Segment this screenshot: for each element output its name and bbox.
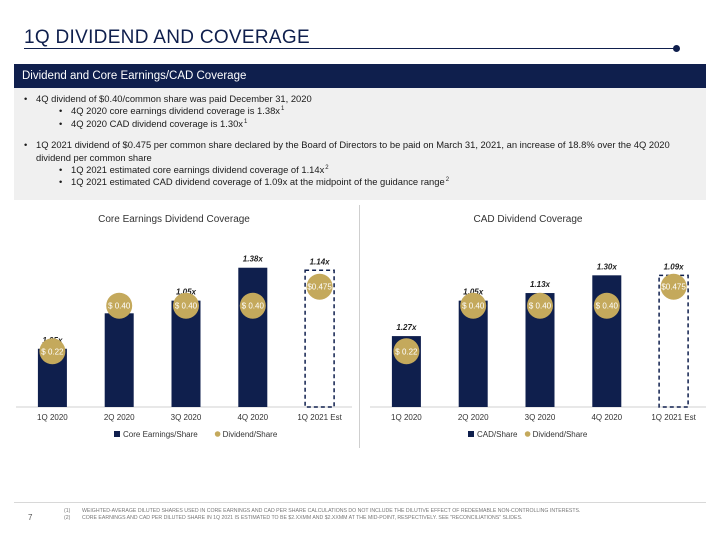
coverage-label: 1.38x <box>243 255 264 264</box>
bullet-text: 4Q dividend of $0.40/common share was pa… <box>36 93 312 104</box>
legend-swatch-bar <box>114 431 120 437</box>
bar-estimate <box>304 269 335 408</box>
dividend-label: $ 0.40 <box>175 302 198 311</box>
coverage-label: 1.13x <box>530 280 551 289</box>
sub-bullet-item: 1Q 2021 estimated CAD dividend coverage … <box>24 176 698 189</box>
dividend-label: $ 0.40 <box>529 302 552 311</box>
chart-title: CAD Dividend Coverage <box>474 214 583 225</box>
cad-coverage-chart: CAD Dividend Coverage 1.27x $ 0.22 1Q 2020 1… <box>370 214 706 439</box>
dividend-label: $ 0.40 <box>242 302 265 311</box>
dividend-label: $0.475 <box>307 283 332 292</box>
sub-bullet-item: 4Q 2020 core earnings dividend coverage … <box>24 105 698 118</box>
x-tick-label: 1Q 2021 Est <box>297 413 342 422</box>
legend-label: CAD/Share <box>477 430 518 439</box>
footnotes: (1) WEIGHTED-AVERAGE DILUTED SHARES USED … <box>64 508 580 522</box>
x-tick-label: 1Q 2020 <box>391 413 422 422</box>
dividend-marker <box>239 292 266 319</box>
coverage-label: 1.09x <box>664 262 685 271</box>
dividend-label: $ 0.22 <box>41 347 64 356</box>
footnote: (2) CORE EARNINGS AND CAD PER DILUTED SHA… <box>64 515 580 522</box>
footnote-ref: 1 <box>243 118 248 125</box>
dividend-label: $ 0.40 <box>596 302 619 311</box>
x-tick-label: 1Q 2021 Est <box>651 413 696 422</box>
coverage-label: 1.05x <box>176 288 197 297</box>
dividend-marker <box>460 292 487 319</box>
coverage-label: 1.27x <box>396 323 417 332</box>
legend-label: Dividend/Share <box>223 430 278 439</box>
title-rule-dot <box>673 45 680 52</box>
dividend-marker <box>660 273 687 300</box>
footnote: (1) WEIGHTED-AVERAGE DILUTED SHARES USED … <box>64 508 580 515</box>
legend-swatch-dot <box>524 431 531 437</box>
chart-title: Core Earnings Dividend Coverage <box>98 214 250 225</box>
coverage-label: 1.14x <box>310 257 331 266</box>
dividend-marker <box>39 338 66 365</box>
bullet-text: 4Q 2020 core earnings dividend coverage … <box>71 105 280 117</box>
x-tick-label: 2Q 2020 <box>458 413 489 422</box>
footnote-text: WEIGHTED-AVERAGE DILUTED SHARES USED IN … <box>82 508 581 514</box>
bullet-text: 1Q 2021 dividend of $0.475 per common sh… <box>36 139 670 163</box>
dividend-marker <box>306 273 333 300</box>
footnote-ref: 2 <box>445 177 450 184</box>
legend-swatch-bar <box>468 431 474 437</box>
dividend-label: $ 0.22 <box>395 347 418 356</box>
x-tick-label: 1Q 2020 <box>37 413 68 422</box>
page-number: 7 <box>28 513 33 522</box>
page-title: 1Q DIVIDEND AND COVERAGE <box>24 27 310 48</box>
footer-rule <box>14 502 706 503</box>
footnote-text: CORE EARNINGS AND CAD PER DILUTED SHARE … <box>82 515 523 521</box>
bullet-panel: 4Q dividend of $0.40/common share was pa… <box>14 88 706 200</box>
x-tick-label: 3Q 2020 <box>171 413 202 422</box>
bullet-text: 1Q 2021 estimated core earnings dividend… <box>71 164 325 176</box>
dividend-marker <box>527 292 553 319</box>
sub-bullet-item: 4Q 2020 CAD dividend coverage is 1.30x1 <box>24 117 698 131</box>
chart-divider <box>359 205 360 448</box>
x-tick-label: 4Q 2020 <box>237 413 268 422</box>
dividend-marker <box>106 292 133 319</box>
dividend-marker <box>173 292 199 319</box>
bullet-text: 4Q 2020 CAD dividend coverage is 1.30x <box>71 117 243 129</box>
x-tick-label: 4Q 2020 <box>591 413 622 422</box>
footnote-ref: 1 <box>281 106 285 113</box>
coverage-label: 1.30x <box>597 262 618 271</box>
x-tick-label: 3Q 2020 <box>525 413 556 422</box>
footnote-ref: 2 <box>325 164 329 171</box>
footnote-mark: (2) <box>64 515 71 521</box>
bullet-text: 1Q 2021 estimated CAD dividend coverage … <box>71 176 445 188</box>
legend-swatch-dot <box>214 431 221 437</box>
core-earnings-coverage-chart: Core Earnings Dividend Coverage 1.05x $ 0.… <box>16 214 352 439</box>
x-tick-label: 2Q 2020 <box>104 413 135 422</box>
dividend-label: $0.475 <box>661 283 686 292</box>
dividend-marker <box>593 292 620 319</box>
sub-bullet-item: 1Q 2021 estimated core earnings dividend… <box>24 164 698 177</box>
title-rule <box>24 48 676 49</box>
section-header: Dividend and Core Earnings/CAD Coverage <box>14 64 706 88</box>
legend-label: Core Earnings/Share <box>123 430 198 439</box>
dividend-label: $ 0.40 <box>108 302 131 311</box>
dividend-marker <box>393 338 420 365</box>
bullet-item: 4Q dividend of $0.40/common share was pa… <box>24 93 698 106</box>
legend-label: Dividend/Share <box>533 430 588 439</box>
footnote-mark: (1) <box>64 508 71 514</box>
bullet-item: 1Q 2021 dividend of $0.475 per common sh… <box>24 139 698 164</box>
bar <box>104 313 134 407</box>
coverage-label: 1.05x <box>463 288 484 297</box>
dividend-label: $ 0.40 <box>462 302 485 311</box>
bar <box>238 267 268 407</box>
